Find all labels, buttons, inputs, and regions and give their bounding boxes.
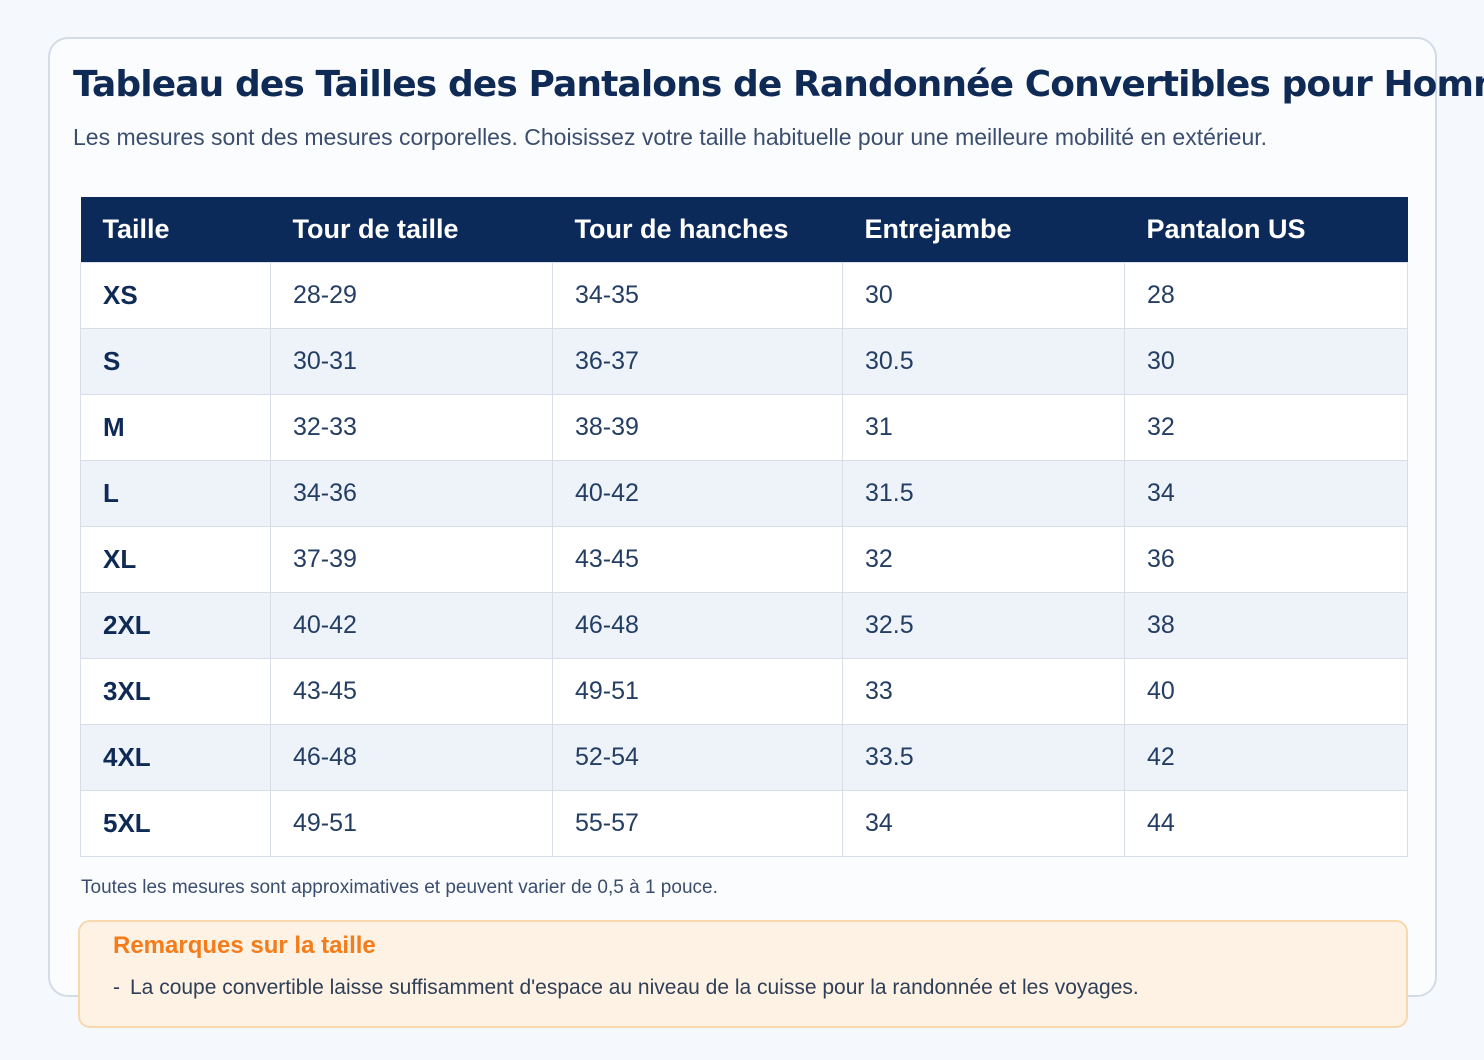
waist-cell: 46-48 [270,724,553,791]
size-table: Taille Tour de taille Tour de hanches En… [80,197,1408,857]
us-pant-cell: 28 [1124,262,1408,329]
inseam-cell: 30 [842,262,1125,329]
inseam-cell: 31.5 [842,460,1125,527]
inseam-cell: 32.5 [842,592,1125,659]
remarks-item: - La coupe convertible laisse suffisammen… [113,976,1139,1000]
hips-cell: 38-39 [552,394,843,461]
table-row: L 34-36 40-42 31.5 34 [80,460,1408,527]
inseam-cell: 31 [842,394,1125,461]
us-pant-cell: 36 [1124,526,1408,593]
hips-cell: 34-35 [552,262,843,329]
table-row: M 32-33 38-39 31 32 [80,394,1408,461]
header-size: Taille [80,197,271,263]
us-pant-cell: 34 [1124,460,1408,527]
us-pant-cell: 30 [1124,328,1408,395]
us-pant-cell: 38 [1124,592,1408,659]
hips-cell: 36-37 [552,328,843,395]
size-cell: L [80,460,271,527]
hips-cell: 40-42 [552,460,843,527]
table-row: XL 37-39 43-45 32 36 [80,526,1408,593]
us-pant-cell: 32 [1124,394,1408,461]
waist-cell: 34-36 [270,460,553,527]
inseam-cell: 32 [842,526,1125,593]
page-subtitle: Les mesures sont des mesures corporelles… [73,124,1268,150]
waist-cell: 49-51 [270,790,553,857]
remarks-title: Remarques sur la taille [113,932,376,959]
size-cell: 4XL [80,724,271,791]
size-cell: S [80,328,271,395]
size-cell: 5XL [80,790,271,857]
header-inseam: Entrejambe [842,197,1125,263]
size-cell: XL [80,526,271,593]
waist-cell: 43-45 [270,658,553,725]
table-row: 2XL 40-42 46-48 32.5 38 [80,592,1408,659]
table-row: XS 28-29 34-35 30 28 [80,262,1408,329]
waist-cell: 30-31 [270,328,553,395]
table-row: S 30-31 36-37 30.5 30 [80,328,1408,395]
inseam-cell: 33 [842,658,1125,725]
waist-cell: 28-29 [270,262,553,329]
waist-cell: 32-33 [270,394,553,461]
inseam-cell: 34 [842,790,1125,857]
size-cell: 2XL [80,592,271,659]
table-row: 3XL 43-45 49-51 33 40 [80,658,1408,725]
table-row: 4XL 46-48 52-54 33.5 42 [80,724,1408,791]
measurement-note: Toutes les mesures sont approximatives e… [81,877,718,898]
size-cell: M [80,394,271,461]
inseam-cell: 30.5 [842,328,1125,395]
table-header-row: Taille Tour de taille Tour de hanches En… [80,197,1408,263]
remarks-box: Remarques sur la taille - La coupe conver… [78,920,1408,1028]
size-cell: XS [80,262,271,329]
remarks-item-text: La coupe convertible laisse suffisamment… [130,976,1139,999]
us-pant-cell: 40 [1124,658,1408,725]
hips-cell: 52-54 [552,724,843,791]
waist-cell: 40-42 [270,592,553,659]
header-hips: Tour de hanches [552,197,843,263]
hips-cell: 43-45 [552,526,843,593]
hips-cell: 46-48 [552,592,843,659]
list-dash: - [113,976,120,999]
hips-cell: 55-57 [552,790,843,857]
header-waist: Tour de taille [270,197,553,263]
us-pant-cell: 44 [1124,790,1408,857]
size-cell: 3XL [80,658,271,725]
header-us-pant: Pantalon US [1124,197,1408,263]
waist-cell: 37-39 [270,526,553,593]
table-row: 5XL 49-51 55-57 34 44 [80,790,1408,857]
page-title: Tableau des Tailles des Pantalons de Ran… [73,64,1484,105]
hips-cell: 49-51 [552,658,843,725]
us-pant-cell: 42 [1124,724,1408,791]
inseam-cell: 33.5 [842,724,1125,791]
